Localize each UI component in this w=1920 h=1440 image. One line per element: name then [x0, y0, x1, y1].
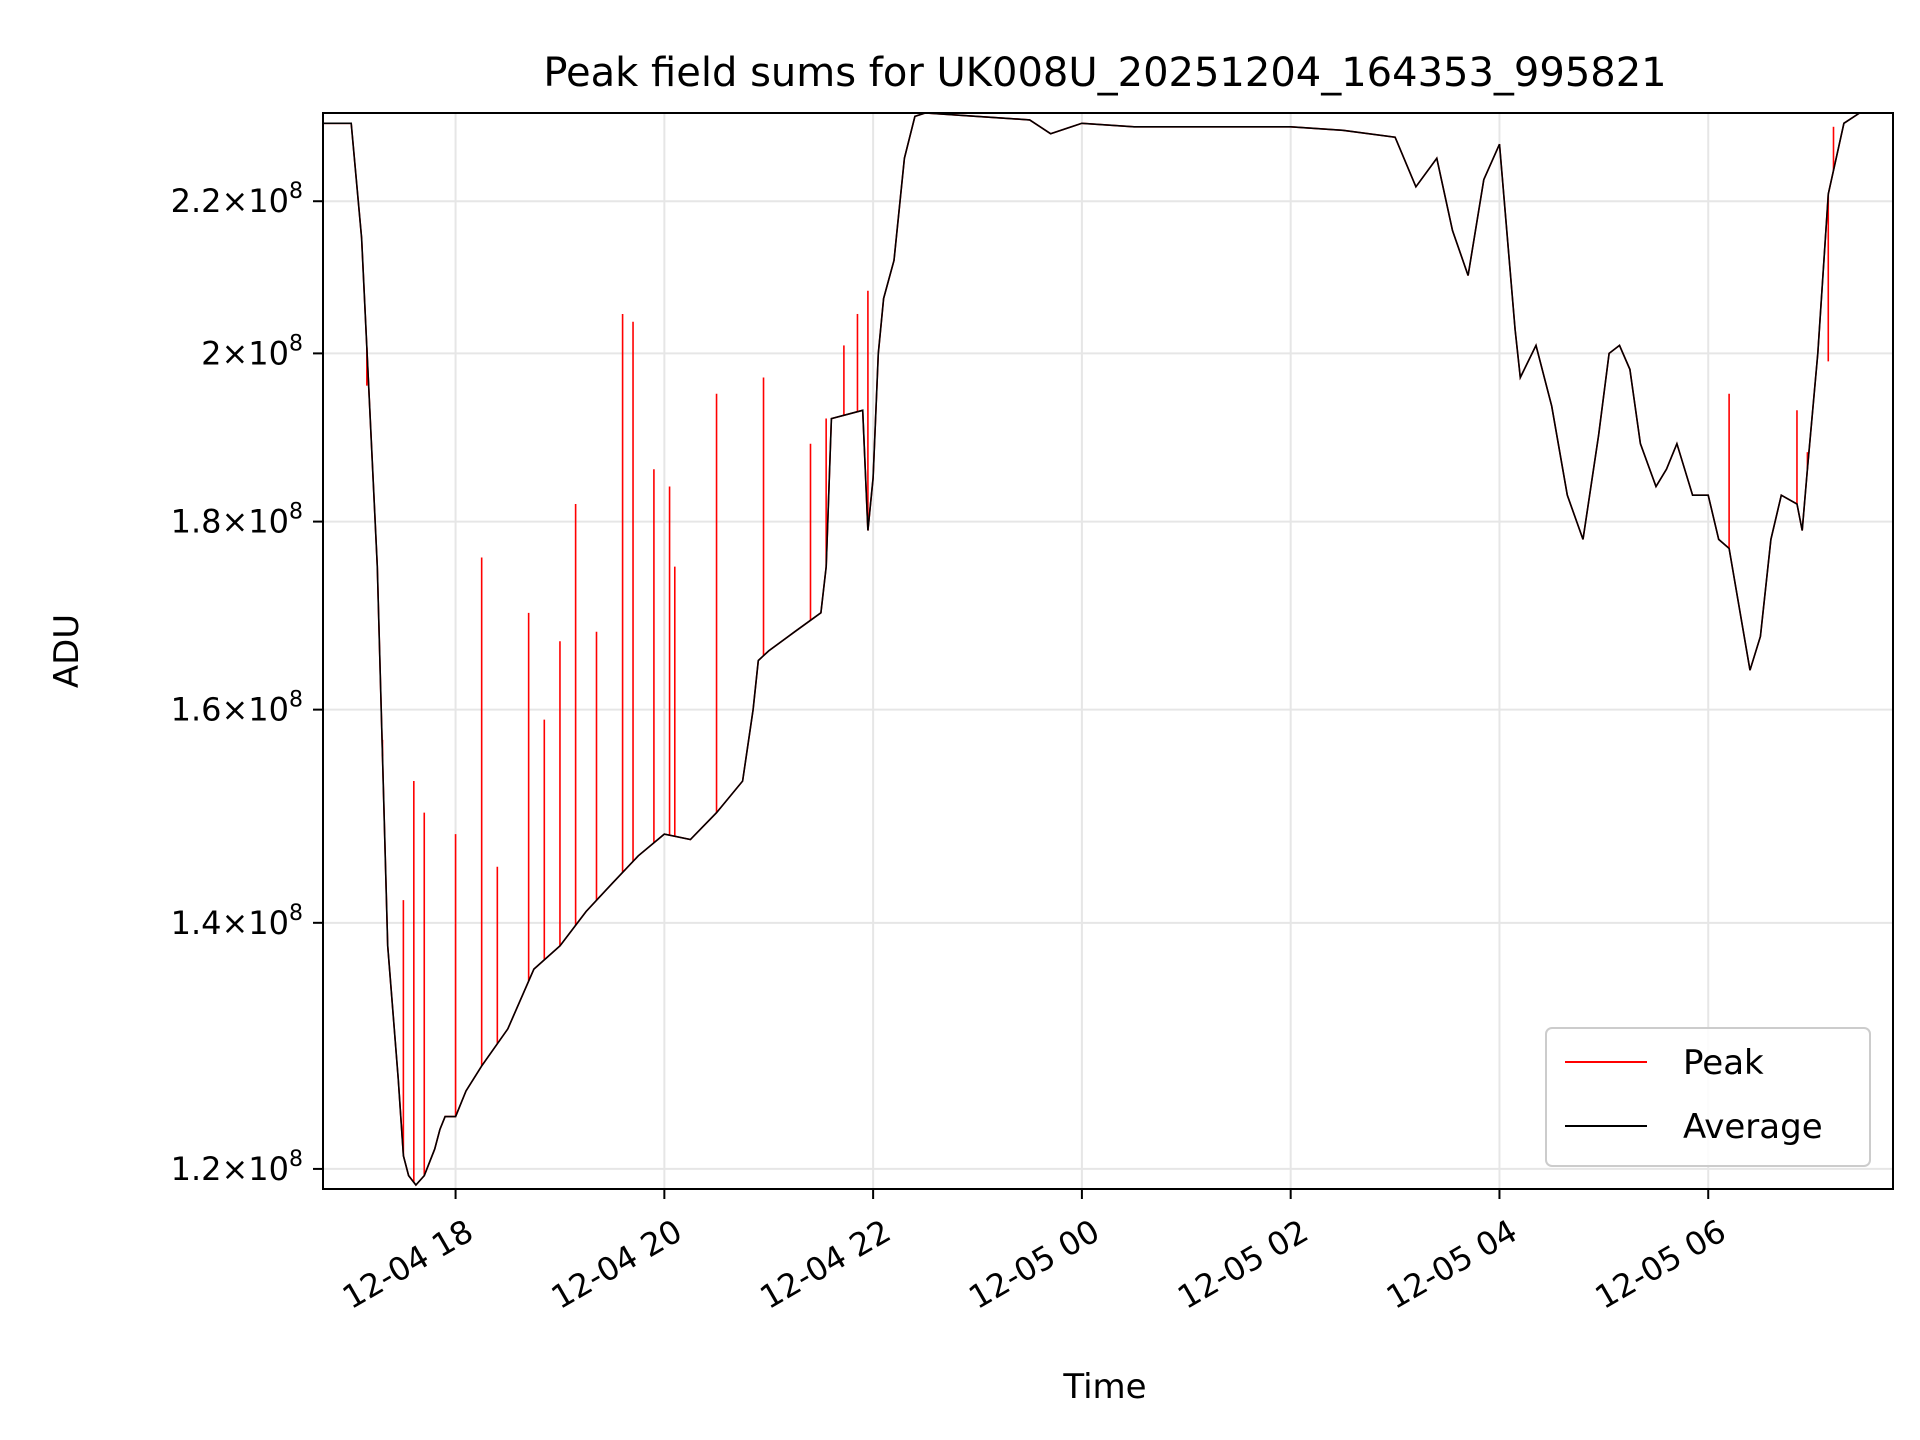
series-line-average — [323, 113, 1893, 1187]
y-tick-label: 2×108 — [201, 331, 303, 372]
plot-area — [323, 113, 1893, 1187]
x-axis-label: Time — [1062, 1367, 1146, 1407]
chart-title: Peak field sums for UK008U_20251204_1643… — [543, 50, 1666, 96]
axes-frame — [322, 112, 1894, 1190]
y-tick-label: 1.2×108 — [171, 1147, 303, 1188]
y-tick-label: 2.2×108 — [171, 179, 303, 220]
legend-label-average: Average — [1683, 1107, 1823, 1147]
legend-label-peak: Peak — [1683, 1043, 1764, 1083]
y-tick-label: 1.4×108 — [171, 901, 303, 942]
legend: Peak Average — [1545, 1027, 1871, 1167]
y-axis: 1.2×108 1.4×108 1.6×108 1.8×108 2×108 2.2×108 — [171, 179, 323, 1188]
grid — [323, 113, 1893, 1189]
y-tick-label: 1.6×108 — [171, 688, 303, 729]
y-axis-label: ADU — [47, 614, 87, 688]
y-tick-label: 1.8×108 — [171, 500, 303, 541]
